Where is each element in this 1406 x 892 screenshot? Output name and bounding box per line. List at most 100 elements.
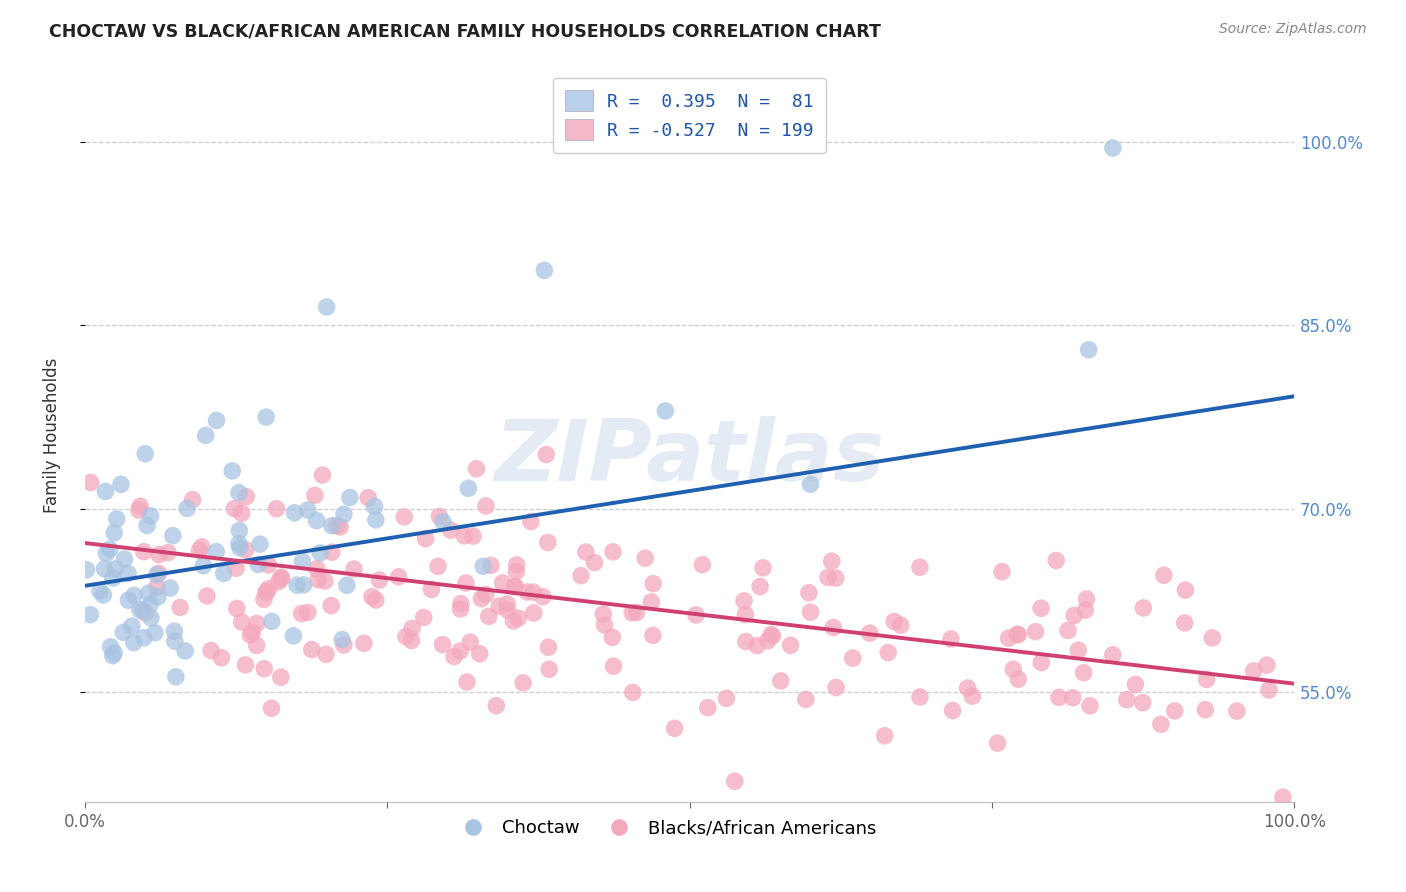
Point	[1045, 553, 1067, 567]
Point	[285, 578, 308, 592]
Point	[162, 529, 184, 543]
Point	[229, 541, 252, 555]
Point	[537, 535, 560, 549]
Point	[401, 633, 423, 648]
Point	[247, 558, 270, 572]
Point	[797, 586, 820, 600]
Point	[112, 552, 135, 566]
Point	[221, 464, 243, 478]
Point	[458, 635, 481, 649]
Point	[388, 570, 411, 584]
Point	[512, 676, 534, 690]
Point	[357, 491, 380, 505]
Point	[253, 592, 276, 607]
Point	[163, 624, 186, 639]
Point	[364, 513, 387, 527]
Point	[315, 300, 337, 314]
Point	[449, 644, 471, 658]
Point	[253, 662, 276, 676]
Point	[129, 500, 152, 514]
Point	[1174, 615, 1197, 630]
Point	[908, 690, 931, 704]
Point	[75, 563, 97, 577]
Point	[505, 558, 527, 572]
Point	[502, 614, 524, 628]
Point	[304, 488, 326, 502]
Point	[505, 565, 527, 579]
Point	[1031, 656, 1053, 670]
Point	[794, 692, 817, 706]
Point	[432, 638, 454, 652]
Point	[257, 582, 280, 596]
Point	[103, 646, 125, 660]
Point	[859, 626, 882, 640]
Point	[475, 499, 498, 513]
Point	[759, 627, 782, 641]
Point	[96, 546, 118, 560]
Point	[176, 501, 198, 516]
Point	[621, 685, 644, 699]
Point	[823, 620, 845, 634]
Point	[962, 689, 984, 703]
Point	[496, 597, 519, 611]
Point	[246, 639, 269, 653]
Point	[491, 576, 513, 591]
Point	[696, 700, 718, 714]
Point	[432, 515, 454, 529]
Point	[128, 503, 150, 517]
Point	[986, 736, 1008, 750]
Point	[283, 506, 305, 520]
Point	[991, 565, 1014, 579]
Point	[716, 691, 738, 706]
Point	[333, 638, 356, 652]
Point	[533, 263, 555, 277]
Point	[193, 558, 215, 573]
Point	[93, 562, 115, 576]
Point	[188, 543, 211, 558]
Point	[89, 584, 111, 599]
Point	[145, 567, 167, 582]
Y-axis label: Family Households: Family Households	[44, 358, 60, 513]
Point	[163, 634, 186, 648]
Point	[470, 591, 492, 606]
Point	[733, 594, 755, 608]
Point	[1153, 568, 1175, 582]
Point	[132, 545, 155, 559]
Point	[225, 601, 247, 615]
Point	[817, 570, 839, 584]
Point	[664, 722, 686, 736]
Point	[474, 587, 496, 601]
Point	[415, 532, 437, 546]
Point	[297, 503, 319, 517]
Point	[246, 616, 269, 631]
Point	[266, 501, 288, 516]
Point	[339, 491, 361, 505]
Point	[1007, 672, 1029, 686]
Point	[825, 681, 848, 695]
Point	[209, 650, 232, 665]
Point	[364, 593, 387, 607]
Point	[1067, 643, 1090, 657]
Point	[461, 529, 484, 543]
Point	[301, 642, 323, 657]
Point	[600, 631, 623, 645]
Point	[877, 646, 900, 660]
Point	[239, 628, 262, 642]
Point	[291, 554, 314, 568]
Point	[205, 544, 228, 558]
Point	[235, 490, 257, 504]
Text: ZIPatlas: ZIPatlas	[495, 416, 884, 499]
Point	[496, 603, 519, 617]
Point	[270, 572, 292, 586]
Point	[104, 562, 127, 576]
Point	[79, 475, 101, 490]
Point	[456, 675, 478, 690]
Point	[368, 573, 391, 587]
Point	[749, 580, 772, 594]
Point	[132, 603, 155, 617]
Point	[479, 558, 502, 573]
Point	[621, 606, 644, 620]
Point	[752, 561, 775, 575]
Point	[136, 518, 159, 533]
Point	[228, 524, 250, 538]
